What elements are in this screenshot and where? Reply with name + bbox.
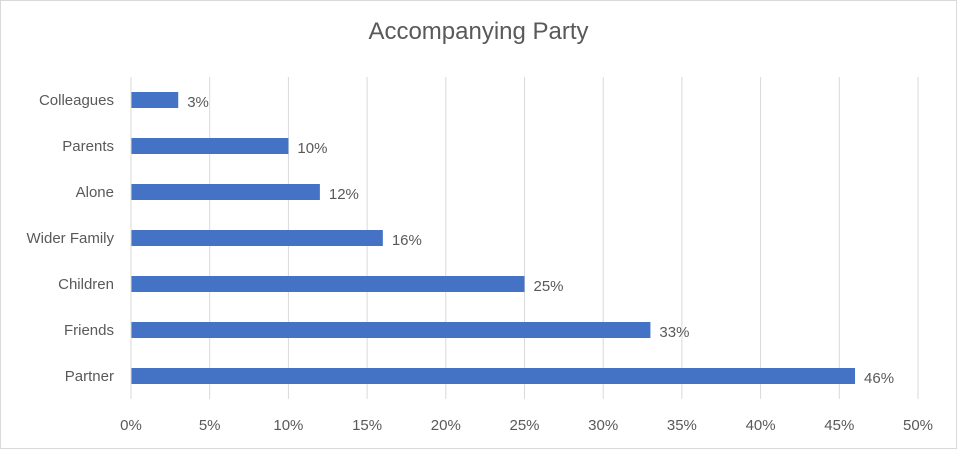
x-tick-label: 0% xyxy=(120,417,142,434)
data-label: 33% xyxy=(659,324,689,341)
data-label: 46% xyxy=(864,370,894,387)
category-label: Wider Family xyxy=(26,230,114,247)
x-tick-label: 35% xyxy=(667,417,697,434)
bar xyxy=(131,184,320,200)
x-tick-label: 5% xyxy=(199,417,221,434)
category-label: Friends xyxy=(64,322,114,339)
data-label: 10% xyxy=(297,140,327,157)
data-label: 16% xyxy=(392,232,422,249)
bar xyxy=(131,138,289,154)
x-tick-label: 30% xyxy=(588,417,618,434)
data-label: 3% xyxy=(187,94,209,111)
chart-title: Accompanying Party xyxy=(368,18,589,45)
bar xyxy=(131,322,651,338)
x-tick-label: 40% xyxy=(746,417,776,434)
category-label: Children xyxy=(58,276,114,293)
x-tick-label: 20% xyxy=(431,417,461,434)
x-tick-label: 50% xyxy=(903,417,933,434)
bar xyxy=(131,276,525,292)
category-label: Alone xyxy=(76,184,114,201)
x-tick-label: 15% xyxy=(352,417,382,434)
x-tick-label: 25% xyxy=(509,417,539,434)
category-label: Partner xyxy=(65,368,114,385)
x-tick-label: 45% xyxy=(824,417,854,434)
data-label: 25% xyxy=(534,278,564,295)
category-label: Colleagues xyxy=(39,92,114,109)
category-label: Parents xyxy=(62,138,114,155)
bar xyxy=(131,92,179,108)
data-label: 12% xyxy=(329,186,359,203)
bar xyxy=(131,368,856,384)
bar xyxy=(131,230,383,246)
x-tick-label: 10% xyxy=(273,417,303,434)
